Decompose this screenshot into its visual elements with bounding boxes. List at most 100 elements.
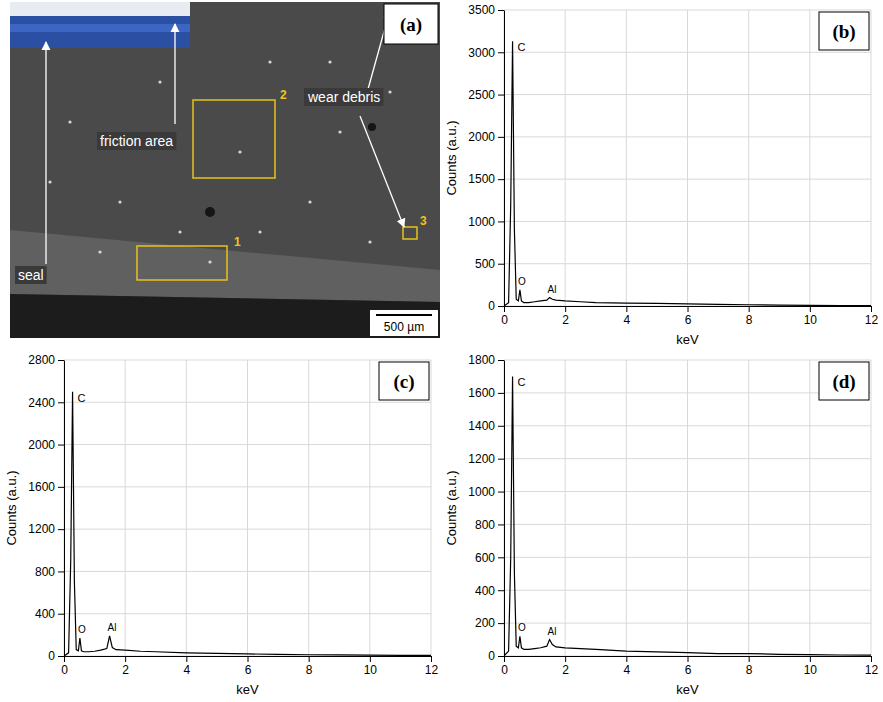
tick-mark [58, 360, 64, 361]
peak-label: C [518, 41, 526, 53]
grid-line [871, 10, 872, 306]
region-label: 1 [234, 235, 241, 249]
tick: 0 [488, 299, 504, 313]
axis-line [504, 11, 505, 307]
panel-letter-group: (d) [819, 362, 869, 400]
tick-label: 8 [306, 663, 313, 677]
tick: 0 [501, 656, 508, 677]
tick-label: 10 [804, 313, 818, 327]
tick-label: 0 [488, 649, 495, 663]
grid [504, 360, 871, 656]
chart-panel: 0246810120200400600800100012001400160018… [444, 353, 878, 697]
tick-label: 12 [865, 313, 879, 327]
peak-label: C [78, 392, 86, 404]
tick-mark [504, 306, 505, 312]
tick-mark [125, 656, 126, 662]
tick: 1600 [28, 480, 64, 494]
tick-mark [431, 656, 432, 662]
tick: 0 [48, 649, 64, 663]
tick-mark [58, 487, 64, 488]
grid-line [369, 360, 370, 656]
tick-label: 2 [562, 663, 569, 677]
tick-label: 2400 [28, 396, 55, 410]
tick-label: 1000 [468, 215, 495, 229]
peak-label: O [78, 624, 86, 635]
tick-label: 4 [623, 313, 630, 327]
tick-label: 12 [425, 663, 439, 677]
tick-label: 0 [488, 299, 495, 313]
tick: 2400 [28, 396, 64, 410]
grid [504, 10, 871, 306]
scale-bar [376, 314, 432, 316]
region-box [137, 246, 227, 280]
tick-mark [58, 445, 64, 446]
grid-line [871, 360, 872, 656]
tick-mark [498, 492, 504, 493]
tick: 2000 [28, 438, 64, 452]
annotation-bg [97, 132, 176, 150]
tick: 3000 [468, 46, 504, 60]
tick-label: 600 [475, 551, 495, 565]
tick-label: 0 [48, 649, 55, 663]
tick: 4 [623, 656, 630, 677]
speck [308, 200, 311, 203]
tick: 1200 [28, 522, 64, 536]
tick-label: 800 [35, 565, 55, 579]
chart-panel: 0246810120500100015002000250030003500keV… [444, 3, 878, 347]
tick-label: 1500 [468, 172, 495, 186]
tick-mark [58, 571, 64, 572]
y-axis-title: Counts (a.u.) [444, 470, 459, 545]
tick-mark [498, 179, 504, 180]
grid-line [186, 360, 187, 656]
tick-label: 2500 [468, 88, 495, 102]
x-axis: 024681012 [501, 306, 878, 327]
speck [328, 60, 331, 63]
tick-mark [498, 426, 504, 427]
tick: 6 [245, 656, 252, 677]
tick-mark [498, 459, 504, 460]
tick-mark [498, 557, 504, 558]
tick: 0 [488, 649, 504, 663]
tick-mark [871, 656, 872, 662]
annotation-bg [304, 88, 383, 106]
tick-label: 12 [865, 663, 879, 677]
speck [388, 90, 391, 93]
tick: 10 [804, 656, 818, 677]
annotation: wear debris [307, 89, 380, 105]
peak-label: O [518, 622, 526, 633]
annotation: seal [18, 267, 44, 283]
tick-mark [504, 656, 505, 662]
panel-a: 123sealfriction areawear debris500 µm(a) [10, 2, 440, 338]
tick-mark [749, 656, 750, 662]
spectrum-line [64, 392, 431, 656]
tick: 8 [746, 306, 753, 327]
axis-line [64, 361, 65, 657]
figure: 123sealfriction areawear debris500 µm(a)… [0, 0, 883, 702]
grid-line [504, 10, 505, 306]
tick: 4 [183, 656, 190, 677]
grid-line [431, 360, 432, 656]
x-axis: 024681012 [501, 656, 878, 677]
chart-panel: 024681012040080012001600200024002800keVC… [4, 353, 438, 697]
tick-label: 400 [35, 607, 55, 621]
grid-line [748, 10, 749, 306]
tick-mark [498, 306, 504, 307]
tick: 12 [865, 656, 879, 677]
speck [118, 200, 121, 203]
panel-letter-group: (c) [379, 362, 429, 400]
tick: 500 [475, 257, 504, 271]
tick: 200 [475, 616, 504, 630]
inset-photo [10, 2, 190, 48]
tick-mark [626, 306, 627, 312]
tick-mark [565, 306, 566, 312]
tick-mark [498, 360, 504, 361]
inset-seal-band [10, 24, 190, 32]
tick-mark [498, 10, 504, 11]
tick: 600 [475, 551, 504, 565]
tick: 0 [61, 656, 68, 677]
tick-label: 1000 [468, 485, 495, 499]
tick-label: 10 [364, 663, 378, 677]
speck [178, 230, 181, 233]
peak-label: Al [108, 622, 117, 633]
grid-line [247, 360, 248, 656]
